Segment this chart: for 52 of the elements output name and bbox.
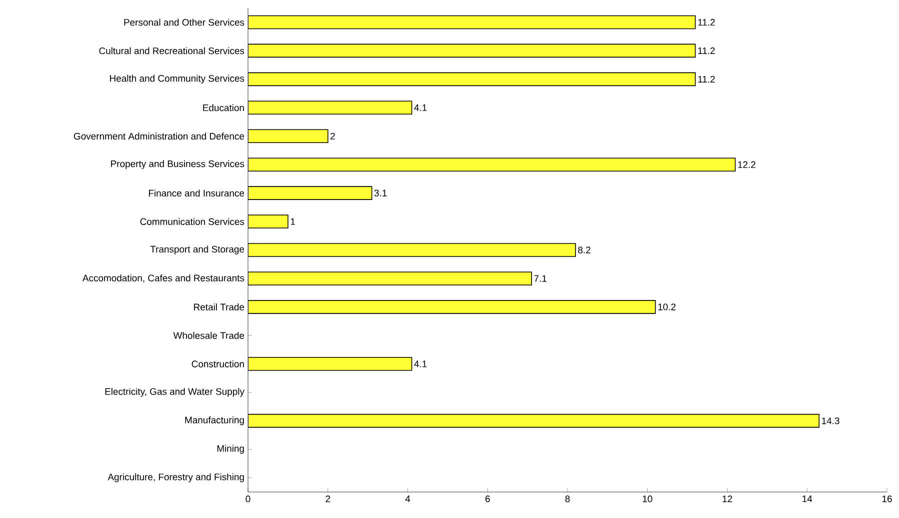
data-label: 4.1	[414, 360, 427, 368]
x-tick-label: 8	[565, 496, 570, 502]
bar	[248, 72, 696, 86]
x-tick-label: 16	[882, 496, 892, 502]
data-label: 8.2	[578, 246, 590, 254]
data-label: 11.2	[698, 18, 715, 26]
bar	[248, 272, 532, 286]
data-label: 11.2	[698, 76, 715, 82]
x-tick-label: 0	[246, 496, 250, 502]
x-tick-label: 12	[722, 496, 732, 502]
bar	[248, 214, 288, 228]
x-tick-label: 6	[485, 496, 490, 502]
data-label: 1	[290, 218, 295, 225]
bar	[248, 186, 372, 200]
bar	[248, 129, 328, 144]
bar	[248, 356, 412, 371]
y-tick-label: Retail Trade	[194, 303, 244, 310]
x-tick-label: 14	[802, 496, 812, 502]
y-tick-label: Construction	[192, 360, 244, 368]
y-tick-label: Agriculture, Forestry and Fishing	[108, 473, 244, 482]
y-tick-label: Manufacturing	[185, 416, 244, 426]
y-tick-label: Mining	[217, 444, 244, 454]
data-label: 14.3	[822, 417, 840, 424]
data-label: 12.2	[738, 161, 756, 168]
data-label: 10.2	[658, 304, 676, 310]
data-label: 4.1	[414, 104, 427, 111]
bar	[248, 300, 656, 314]
y-tick-label: Wholesale Trade	[173, 332, 244, 339]
y-tick-label: Property and Business Services	[111, 160, 244, 170]
data-label: 2	[330, 132, 335, 140]
y-tick-label: Health and Community Services	[110, 74, 244, 84]
y-tick-label: Communication Services	[140, 218, 244, 226]
y-tick-label: Finance and Insurance	[148, 190, 244, 197]
bar	[248, 100, 412, 115]
data-label: 7.1	[534, 275, 546, 282]
bar	[248, 414, 820, 428]
y-tick-label: Transport and Storage	[150, 246, 244, 254]
x-tick-label: 4	[405, 496, 410, 502]
y-tick-label: Personal and Other Services	[124, 18, 244, 26]
data-label: 3.1	[374, 190, 387, 196]
y-tick-label: Accomodation, Cafes and Restaurants	[82, 274, 244, 283]
y-tick-label: Government Administration and Defence	[74, 132, 244, 140]
bar	[248, 243, 576, 257]
y-tick-label: Education	[203, 104, 244, 112]
x-tick-label: 2	[326, 496, 330, 502]
data-label: 11.2	[698, 47, 715, 54]
x-tick-label: 10	[642, 496, 652, 502]
bar	[248, 44, 696, 58]
y-tick-label: Cultural and Recreational Services	[99, 47, 244, 54]
bar	[248, 158, 736, 172]
y-tick-label: Electricity, Gas and Water Supply	[105, 388, 244, 397]
bar	[248, 15, 696, 30]
